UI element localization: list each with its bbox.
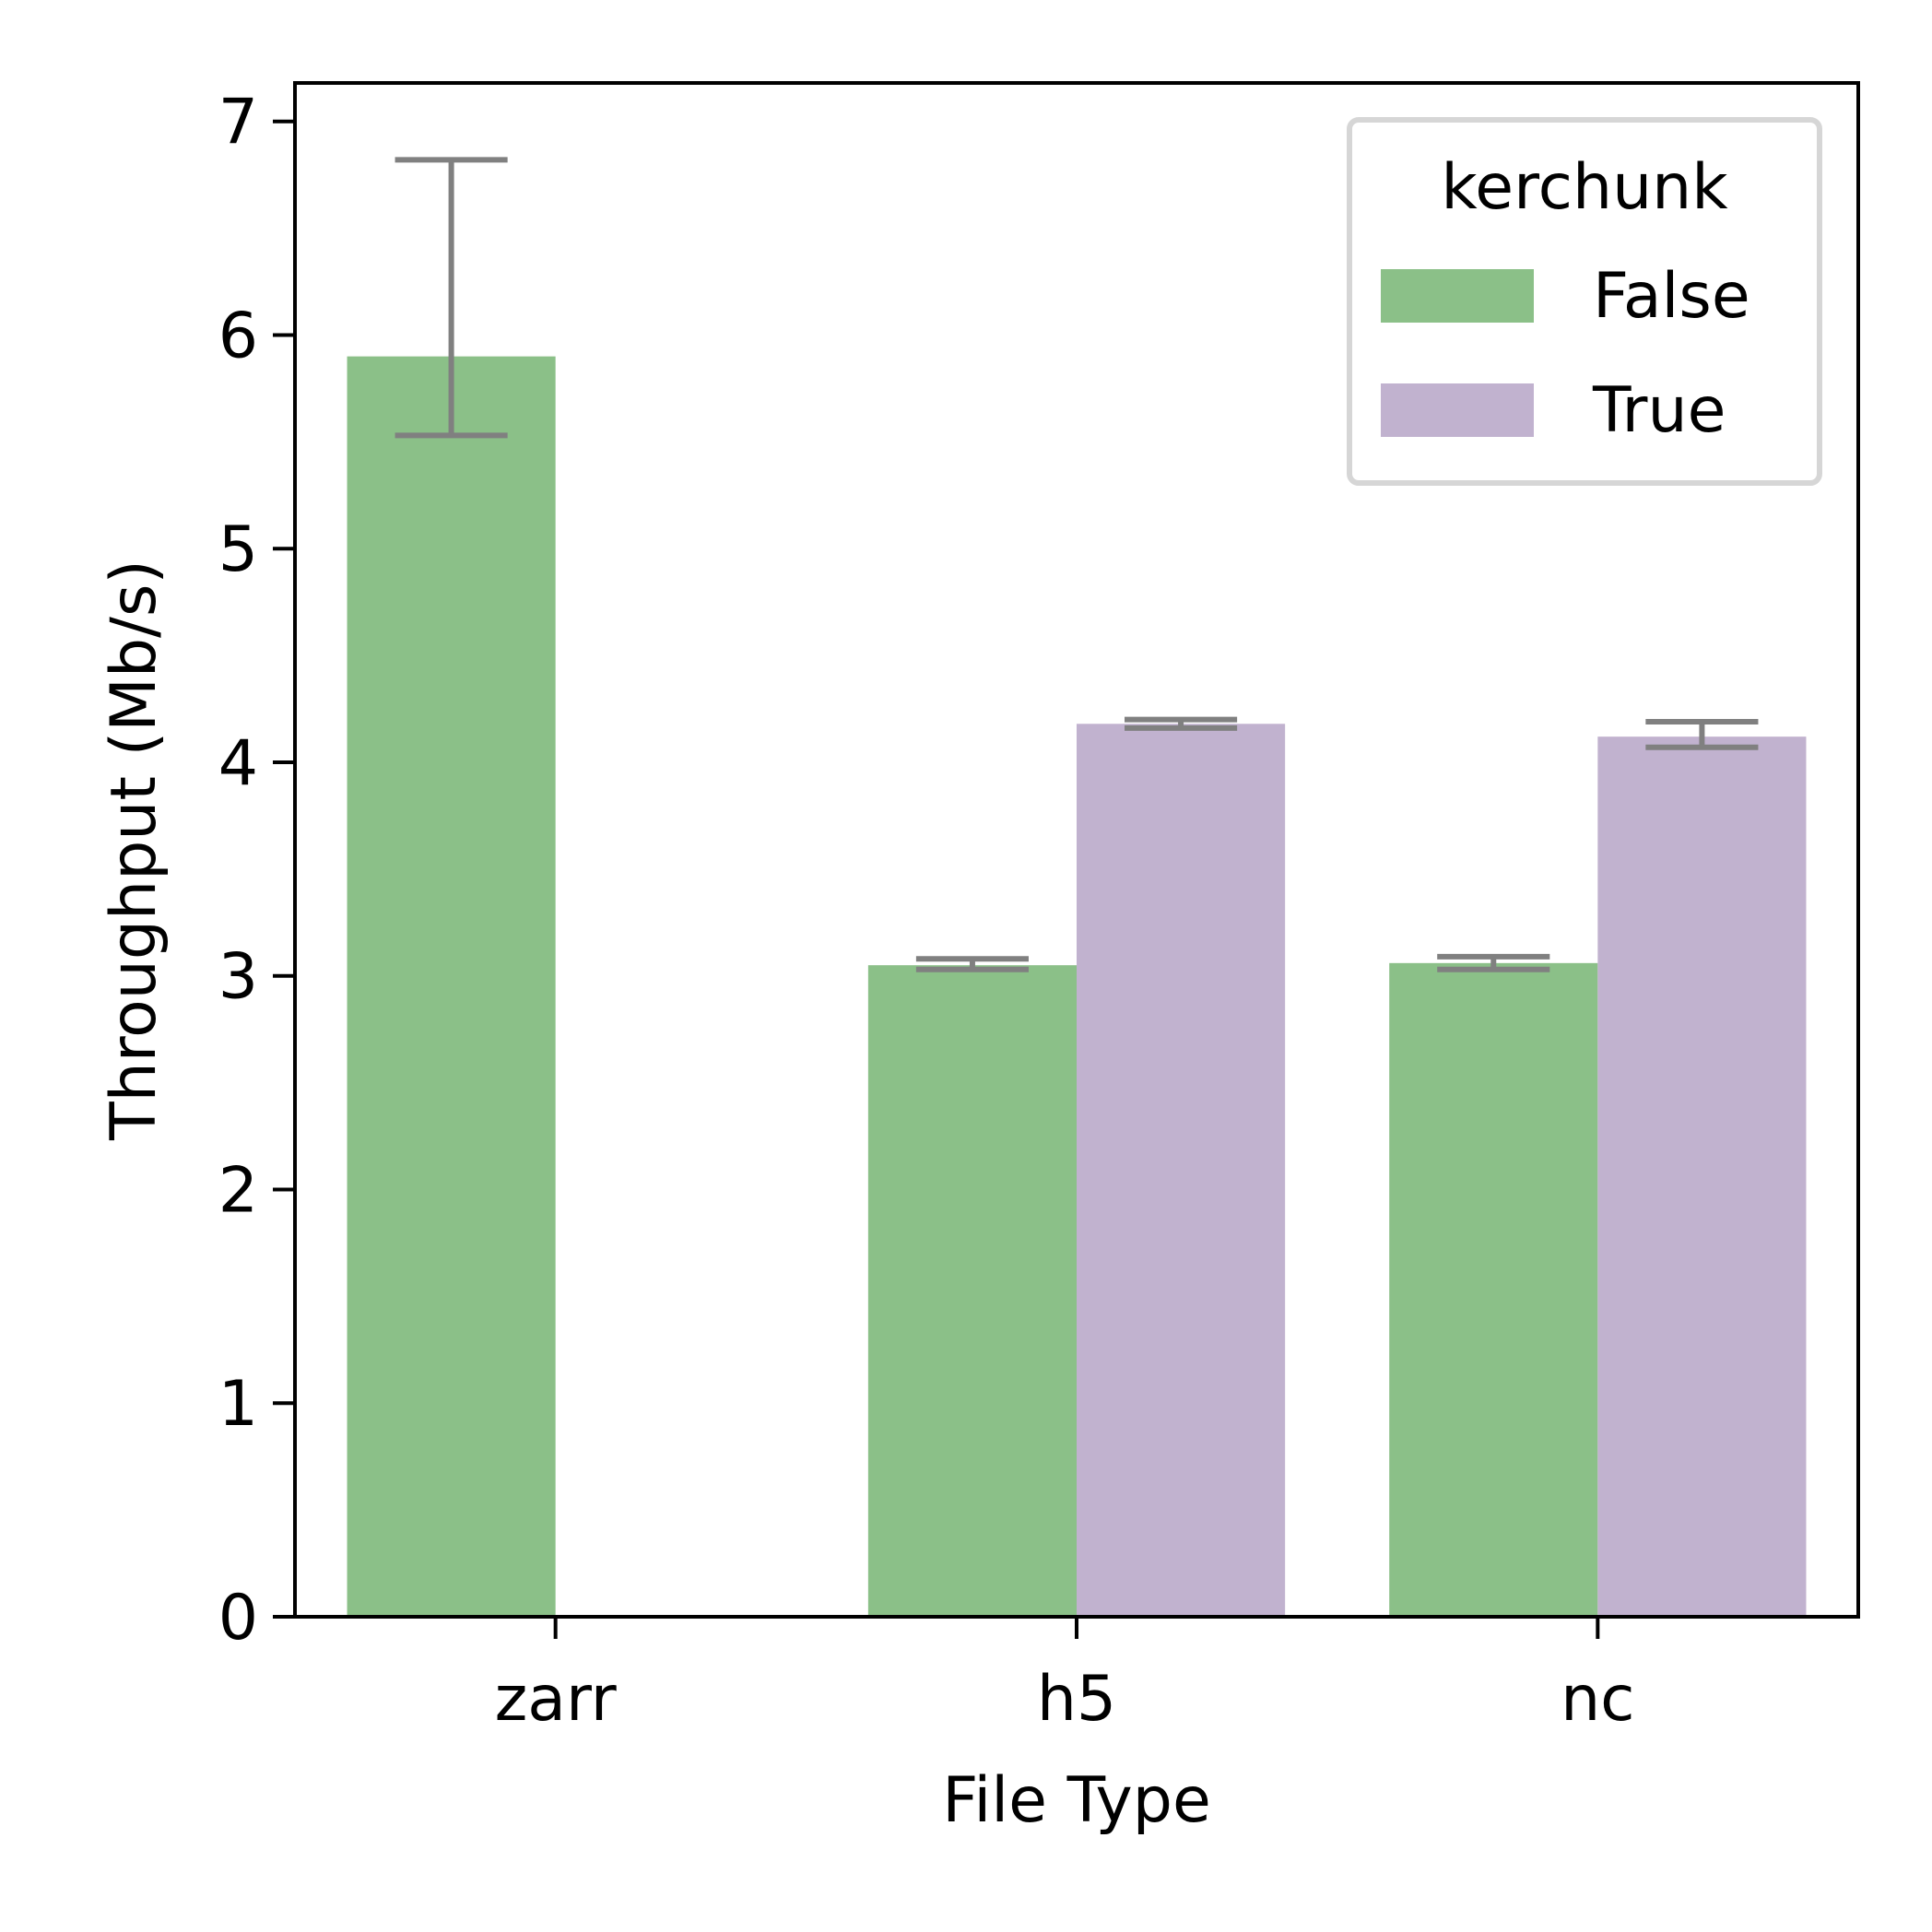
legend-label-false: False (1593, 260, 1750, 333)
legend: kerchunk False True (1347, 117, 1822, 486)
y-tick-label: 5 (218, 513, 258, 586)
bars-layer (347, 356, 1807, 1617)
x-axis: zarr h5 nc (495, 1617, 1635, 1736)
y-tick-label: 7 (218, 87, 258, 159)
x-tick-label: zarr (495, 1663, 617, 1736)
bar-true-h5 (1077, 724, 1286, 1617)
y-tick-label: 4 (218, 727, 258, 800)
legend-title: kerchunk (1441, 151, 1728, 224)
x-tick-label: nc (1561, 1663, 1634, 1736)
x-axis-title: File Type (942, 1764, 1211, 1837)
legend-swatch-false (1381, 269, 1534, 323)
bar-false-nc (1389, 962, 1598, 1617)
bar-false-zarr (347, 356, 556, 1617)
legend-label-true: True (1592, 374, 1726, 447)
legend-entries: False True (1381, 260, 1750, 447)
y-tick-label: 2 (218, 1154, 258, 1227)
bar-false-h5 (867, 965, 1077, 1617)
x-tick-label: h5 (1037, 1663, 1116, 1736)
y-tick-label: 0 (218, 1582, 258, 1655)
y-tick-label: 1 (218, 1368, 258, 1441)
error-bar-true-h5 (1125, 716, 1238, 731)
legend-swatch-true (1381, 383, 1534, 437)
y-tick-label: 3 (218, 941, 258, 1014)
error-bar-true-nc (1645, 718, 1759, 750)
y-axis: 0 1 2 3 4 5 6 7 (218, 87, 295, 1655)
error-bar-false-h5 (915, 956, 1029, 972)
error-bars-layer (395, 157, 1759, 972)
error-bar-false-zarr (395, 157, 508, 439)
error-bar-false-nc (1437, 953, 1550, 972)
bar-true-nc (1597, 736, 1807, 1617)
y-axis-title: Throughput (Mb/s) (98, 560, 171, 1141)
y-tick-label: 6 (218, 300, 258, 372)
